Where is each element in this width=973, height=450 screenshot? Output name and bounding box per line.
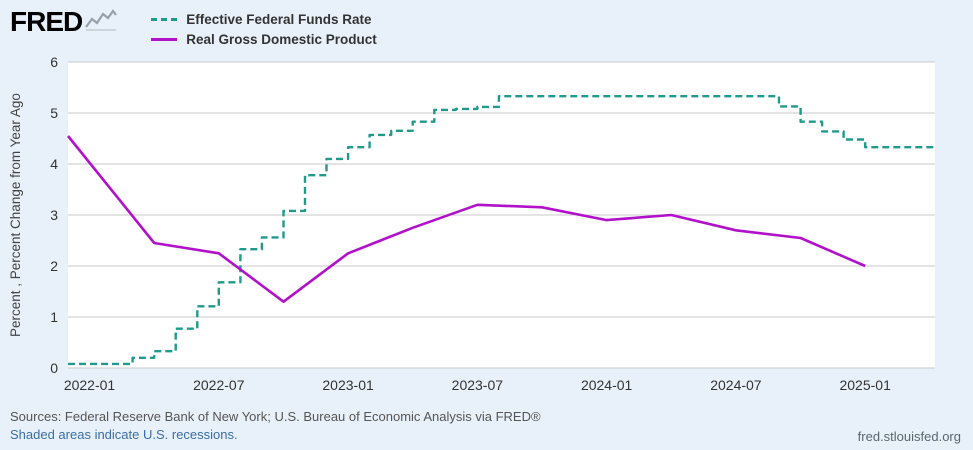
svg-text:5: 5 <box>50 105 58 121</box>
svg-text:2025-01: 2025-01 <box>839 377 891 393</box>
svg-text:3: 3 <box>50 207 58 223</box>
svg-text:2022-07: 2022-07 <box>193 377 245 393</box>
svg-text:4: 4 <box>50 156 58 172</box>
sources-text: Sources: Federal Reserve Bank of New Yor… <box>10 409 541 424</box>
recession-note-link[interactable]: Shaded areas indicate U.S. recessions. <box>10 427 238 442</box>
footer: Sources: Federal Reserve Bank of New Yor… <box>10 408 961 444</box>
svg-text:2022-01: 2022-01 <box>64 377 116 393</box>
header: FRED Effective Federal Funds Rate Real G… <box>10 8 963 49</box>
gdp-line-swatch <box>151 37 178 41</box>
chart-legend: Effective Federal Funds Rate Real Gross … <box>151 8 377 49</box>
legend-item-gdp: Real Gross Domestic Product <box>151 29 377 49</box>
svg-text:0: 0 <box>50 360 58 376</box>
y-axis-title: Percent , Percent Change from Year Ago <box>8 93 23 337</box>
footer-left: Sources: Federal Reserve Bank of New Yor… <box>10 408 541 444</box>
svg-text:2023-07: 2023-07 <box>452 377 504 393</box>
svg-text:2024-07: 2024-07 <box>710 377 762 393</box>
effr-line-swatch <box>151 17 178 21</box>
fred-site-link[interactable]: fred.stlouisfed.org <box>857 429 961 444</box>
svg-text:2: 2 <box>50 258 58 274</box>
fred-logo[interactable]: FRED <box>10 6 118 37</box>
svg-text:6: 6 <box>50 54 58 70</box>
fred-logo-text: FRED <box>10 6 83 37</box>
legend-item-effr: Effective Federal Funds Rate <box>151 9 377 29</box>
svg-text:2023-01: 2023-01 <box>322 377 374 393</box>
fred-logo-chart-icon <box>85 8 118 36</box>
chart-plot: 0 1 2 3 4 5 6 2022-01 2022-07 2023-01 2023-07 2024-… <box>50 54 935 393</box>
chart-area: Percent , Percent Change from Year Ago 0… <box>0 54 973 399</box>
svg-text:2024-01: 2024-01 <box>581 377 633 393</box>
svg-text:1: 1 <box>50 309 58 325</box>
legend-label-gdp: Real Gross Domestic Product <box>186 31 377 47</box>
legend-label-effr: Effective Federal Funds Rate <box>186 11 372 27</box>
